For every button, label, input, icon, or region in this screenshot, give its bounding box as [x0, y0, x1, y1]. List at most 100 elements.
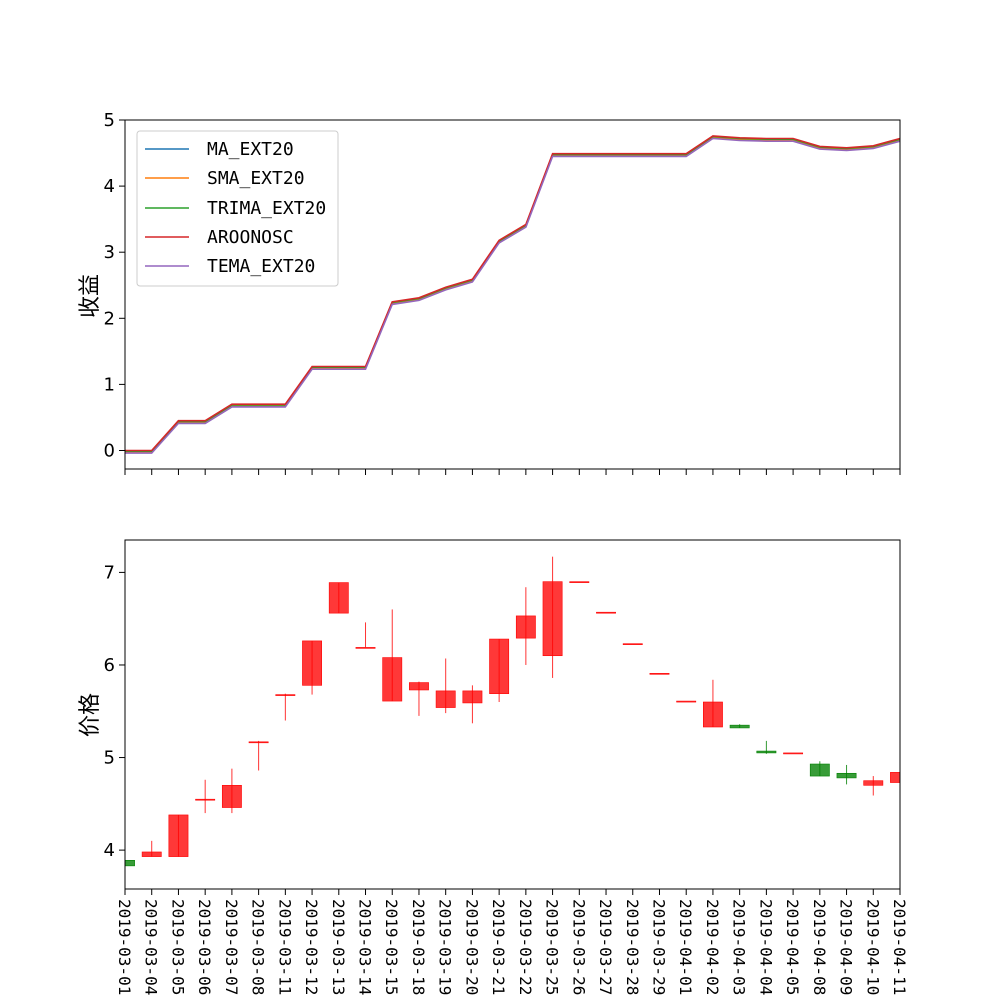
right-margin-mask [900, 538, 1000, 891]
candle-2019-03-28 [622, 643, 643, 645]
left-margin-mask [0, 538, 125, 891]
x-tick-label: 2019-03-27 [596, 899, 615, 995]
x-tick-label: 2019-03-04 [142, 899, 161, 995]
x-tick-label: 2019-03-12 [302, 899, 321, 995]
candle-body [809, 763, 830, 777]
legend-entry: TRIMA_EXT20 [145, 198, 326, 219]
x-tick-label: 2019-04-10 [863, 899, 882, 995]
candle-2019-04-08 [809, 761, 830, 777]
legend-label: TRIMA_EXT20 [207, 198, 326, 219]
candle-2019-03-21 [489, 638, 510, 703]
x-tick-label: 2019-03-21 [489, 899, 508, 995]
candle-2019-03-14 [355, 622, 376, 649]
candle-2019-04-01 [676, 700, 697, 703]
candle-body [141, 851, 162, 857]
price-y-axis-label: 价格 [78, 693, 103, 737]
returns-x-ticks [124, 469, 901, 475]
x-tick-label: 2019-04-08 [810, 899, 829, 995]
candle-2019-04-02 [703, 679, 723, 728]
candle-body [328, 582, 349, 614]
legend-label: MA_EXT20 [207, 139, 294, 160]
y-tick-label: 5 [104, 110, 115, 131]
x-tick-label: 2019-04-11 [890, 899, 909, 995]
candle-2019-03-25 [542, 556, 563, 678]
candle-body [435, 690, 456, 708]
candle-2019-04-03 [729, 724, 750, 729]
candle-body [596, 611, 616, 614]
candle-2019-04-09 [836, 764, 857, 785]
x-tick-label: 2019-03-07 [222, 899, 241, 995]
candle-body [649, 673, 670, 675]
candle-2019-03-22 [515, 587, 536, 665]
candle-2019-03-29 [649, 673, 670, 675]
x-tick-label: 2019-03-14 [356, 899, 375, 995]
candle-body [863, 780, 884, 786]
series-line-aroonosc [125, 135, 901, 452]
candle-body [275, 694, 296, 696]
returns-lines [125, 135, 901, 454]
legend-entry: TEMA_EXT20 [145, 256, 315, 277]
candle-body [729, 724, 750, 729]
candle-body [168, 814, 189, 857]
x-tick-label: 2019-03-08 [249, 899, 268, 995]
candle-2019-03-13 [328, 582, 349, 614]
price-y-ticks: 4 5 6 7 [104, 562, 125, 861]
candle-body [302, 640, 322, 686]
x-tick-label: 2019-04-04 [756, 899, 775, 995]
candle-2019-03-06 [195, 779, 216, 814]
x-tick-label: 2019-03-26 [569, 899, 588, 995]
y-tick-label: 4 [104, 840, 115, 861]
y-tick-label: 4 [104, 176, 115, 197]
candle-2019-04-10 [863, 776, 884, 796]
x-tick-label: 2019-03-11 [275, 899, 294, 995]
y-tick-label: 1 [104, 374, 115, 395]
candle-body [756, 750, 777, 754]
candle-2019-04-04 [756, 740, 777, 754]
returns-y-ticks: 0 1 2 3 4 5 [104, 110, 125, 461]
legend-frame [136, 130, 339, 287]
y-tick-label: 7 [104, 562, 115, 583]
x-tick-label: 2019-03-22 [516, 899, 535, 995]
x-tick-label: 2019-03-01 [115, 899, 134, 995]
legend-label: SMA_EXT20 [207, 168, 305, 189]
candle-body [676, 700, 697, 703]
x-tick-label: 2019-03-05 [168, 899, 187, 995]
returns-panel: 0 1 2 3 4 5 收益 MA_EXT20 SMA_EXT20 TRIMA_EXT20… [78, 110, 901, 475]
price-x-ticks: 2019-03-01 2019-03-04 2019-03-05 2019-03-06… [115, 889, 909, 995]
candle-2019-03-04 [141, 840, 162, 857]
x-tick-label: 2019-03-15 [382, 899, 401, 995]
x-tick-label: 2019-03-06 [195, 899, 214, 995]
legend: MA_EXT20 SMA_EXT20 TRIMA_EXT20 AROONOSC … [136, 130, 339, 287]
candle-body [569, 581, 590, 583]
candle-body [195, 798, 216, 801]
x-tick-label: 2019-03-29 [650, 899, 669, 995]
candle-body [836, 772, 857, 779]
candle-body [409, 682, 429, 691]
candle-body [783, 752, 804, 755]
x-tick-label: 2019-03-18 [409, 899, 428, 995]
candle-2019-03-19 [435, 658, 456, 714]
x-tick-label: 2019-03-28 [623, 899, 642, 995]
returns-axes-frame [124, 119, 901, 470]
candle-body [515, 615, 536, 639]
y-tick-label: 0 [104, 440, 115, 461]
x-tick-label: 2019-04-05 [783, 899, 802, 995]
candle-body [355, 647, 376, 649]
candle-body [221, 785, 242, 808]
legend-label: TEMA_EXT20 [207, 256, 315, 277]
x-tick-label: 2019-04-01 [676, 899, 695, 995]
x-tick-label: 2019-04-09 [837, 899, 856, 995]
candle-2019-03-20 [462, 685, 483, 724]
y-tick-label: 2 [104, 308, 115, 329]
candle-body [622, 643, 643, 645]
candle-body [703, 701, 723, 728]
returns-y-axis-label: 收益 [78, 274, 103, 318]
candle-2019-03-26 [569, 581, 590, 583]
candle-2019-03-11 [275, 693, 296, 721]
legend-entry: MA_EXT20 [145, 139, 294, 160]
candle-2019-03-15 [382, 609, 403, 702]
x-tick-label: 2019-04-02 [703, 899, 722, 995]
legend-entry: SMA_EXT20 [145, 168, 305, 189]
candle-2019-03-05 [168, 814, 189, 857]
